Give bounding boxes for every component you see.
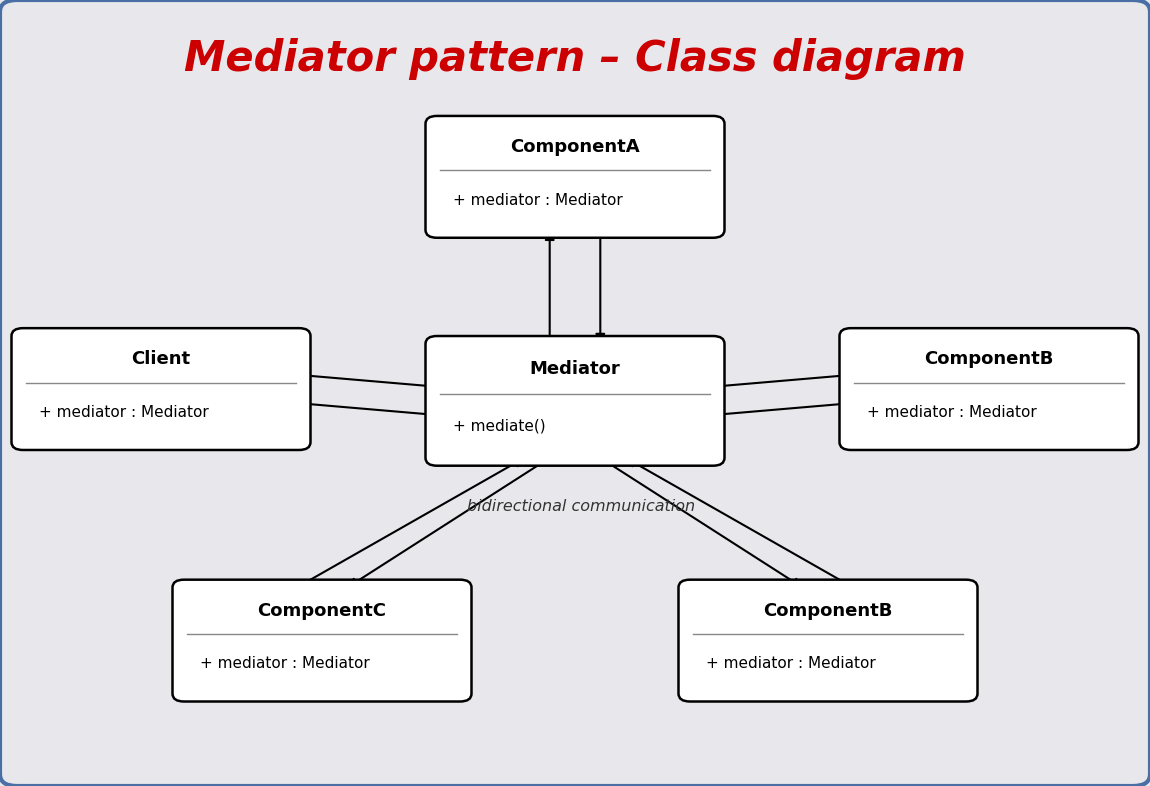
Text: ComponentA: ComponentA (511, 138, 639, 156)
Text: + mediate(): + mediate() (453, 418, 546, 433)
FancyBboxPatch shape (426, 116, 724, 237)
Text: + mediator : Mediator: + mediator : Mediator (706, 656, 876, 671)
FancyBboxPatch shape (12, 328, 310, 450)
Text: + mediator : Mediator: + mediator : Mediator (867, 405, 1037, 420)
Text: Mediator: Mediator (530, 360, 620, 378)
Text: Mediator pattern – Class diagram: Mediator pattern – Class diagram (184, 38, 966, 80)
FancyBboxPatch shape (840, 328, 1138, 450)
FancyBboxPatch shape (426, 336, 724, 465)
FancyBboxPatch shape (678, 579, 978, 701)
Text: ComponentC: ComponentC (258, 602, 386, 620)
Text: + mediator : Mediator: + mediator : Mediator (453, 193, 623, 208)
Text: ComponentB: ComponentB (764, 602, 892, 620)
Text: ComponentB: ComponentB (925, 351, 1053, 369)
Text: + mediator : Mediator: + mediator : Mediator (39, 405, 209, 420)
Text: Client: Client (131, 351, 191, 369)
Text: + mediator : Mediator: + mediator : Mediator (200, 656, 370, 671)
Text: bidirectional communication: bidirectional communication (467, 499, 695, 515)
FancyBboxPatch shape (172, 579, 472, 701)
